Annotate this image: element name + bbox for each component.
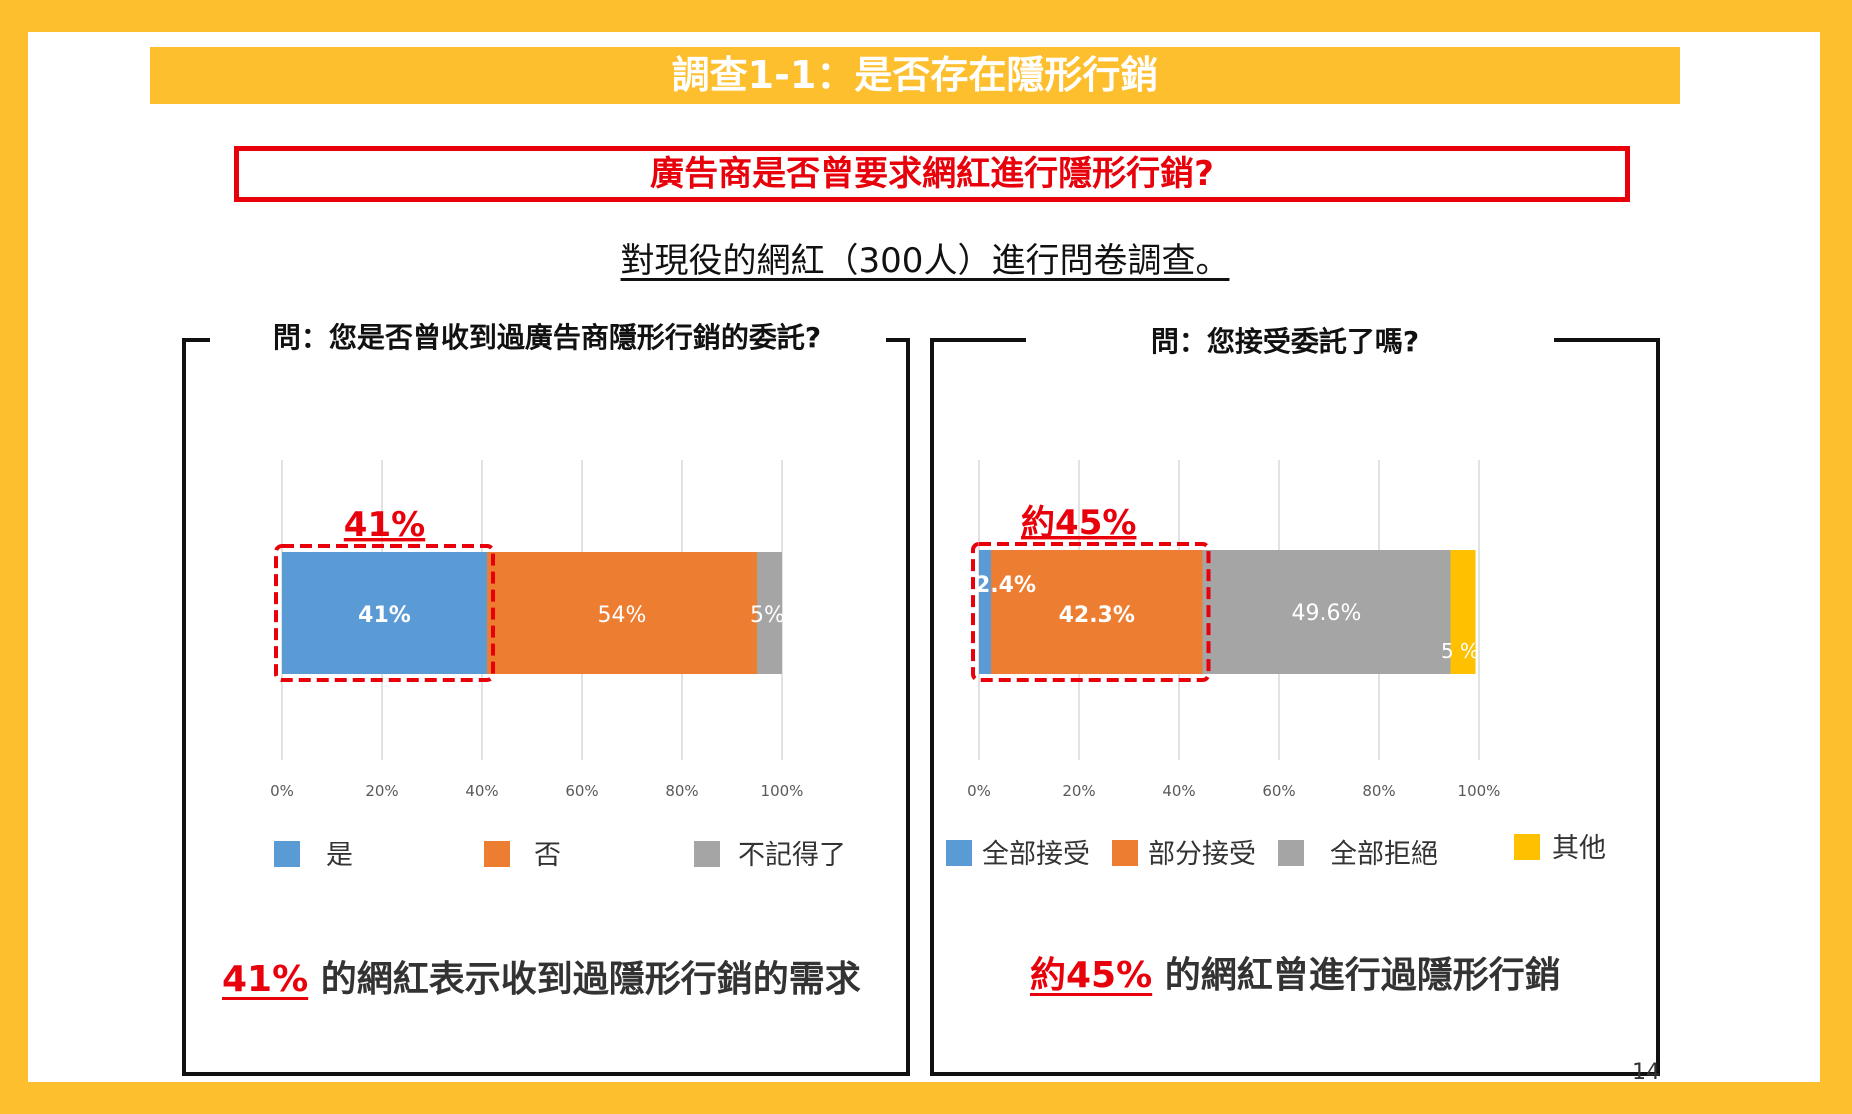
highlight-box <box>971 542 1211 682</box>
legend-swatch-dont-remember <box>694 841 720 867</box>
callout-label: 41% <box>344 505 425 545</box>
left-legend: 是 否 不記得了 <box>270 833 890 873</box>
right-panel-top-right <box>1554 338 1660 342</box>
right-conclusion: 約45% 的網紅曾進行過隱形行銷 <box>1030 946 1561 998</box>
left-conclusion: 41% 的網紅表示收到過隱形行銷的需求 <box>222 950 861 1002</box>
data-label: 5% <box>750 603 785 628</box>
left-chart: 41% 54% 5% 0% 20% 40% 60% 80% 100% 41% <box>270 460 804 800</box>
data-label: 5 % <box>1441 639 1479 663</box>
legend-swatch-yes <box>274 841 300 867</box>
right-legend: 全部接受 部分接受 全部拒絕 其他 <box>944 830 1634 874</box>
data-label: 2.4% <box>975 573 1036 598</box>
x-tick-label: 60% <box>1262 782 1295 800</box>
page-number: 14 <box>1632 1060 1660 1085</box>
x-tick-label: 80% <box>1362 782 1395 800</box>
data-label: 41% <box>358 603 411 628</box>
legend-label-other: 其他 <box>1552 833 1606 864</box>
x-tick-label: 40% <box>465 782 498 800</box>
bar-segment <box>1450 550 1476 674</box>
data-label: 49.6% <box>1292 601 1362 626</box>
data-label: 54% <box>598 603 647 628</box>
bar-segment <box>282 552 487 674</box>
left-conclusion-text: 的網紅表示收到過隱形行銷的需求 <box>308 959 861 1000</box>
legend-label-dont-remember: 不記得了 <box>738 840 846 871</box>
left-question: 問：您是否曾收到過廣告商隱形行銷的委託? <box>272 321 822 354</box>
legend-label-no: 否 <box>534 840 561 871</box>
right-question: 問：您接受委託了嗎? <box>1150 325 1420 358</box>
survey-subtitle: 對現役的網紅（300人）進行問卷調查。 <box>620 241 1230 281</box>
main-question: 廣告商是否曾要求網紅進行隱形行銷? <box>234 146 1630 202</box>
left-panel <box>182 338 910 1076</box>
x-tick-label: 20% <box>1062 782 1095 800</box>
callout-label: 約45% <box>1021 503 1136 543</box>
legend-label-all-accept: 全部接受 <box>982 839 1090 870</box>
right-conclusion-text: 的網紅曾進行過隱形行銷 <box>1152 955 1561 996</box>
bar-segment <box>979 550 991 674</box>
left-panel-top-left <box>182 338 210 342</box>
left-panel-top-right <box>886 338 910 342</box>
x-tick-label: 0% <box>967 782 991 800</box>
bar-segment <box>991 550 1203 674</box>
data-label: 42.3% <box>1059 603 1135 628</box>
right-conclusion-highlight: 約45% <box>1030 955 1153 996</box>
x-tick-label: 20% <box>365 782 398 800</box>
right-chart: 2.4% 42.3% 49.6% 5 % 0% 20% 40% 60% 80% 100% 約45% <box>967 460 1501 800</box>
left-conclusion-highlight: 41% <box>222 959 309 1000</box>
x-tick-label: 40% <box>1162 782 1195 800</box>
legend-label-partial-accept: 部分接受 <box>1148 839 1256 870</box>
highlight-box <box>274 544 495 682</box>
legend-swatch-partial-accept <box>1112 840 1138 866</box>
right-panel-top-left <box>930 338 1026 342</box>
bar-segment <box>1202 550 1451 674</box>
slide-title: 調查1-1：是否存在隱形行銷 <box>150 47 1680 104</box>
x-tick-label: 100% <box>1458 782 1501 800</box>
x-tick-label: 80% <box>665 782 698 800</box>
right-panel <box>930 338 1660 1076</box>
x-tick-label: 100% <box>761 782 804 800</box>
legend-swatch-all-reject <box>1278 840 1304 866</box>
legend-label-all-reject: 全部拒絕 <box>1330 839 1438 870</box>
x-tick-label: 60% <box>565 782 598 800</box>
legend-label-yes: 是 <box>326 840 353 871</box>
legend-swatch-all-accept <box>946 840 972 866</box>
bar-segment <box>487 552 757 674</box>
legend-swatch-other <box>1514 834 1540 860</box>
bar-segment <box>757 552 782 674</box>
legend-swatch-no <box>484 841 510 867</box>
x-tick-label: 0% <box>270 782 294 800</box>
